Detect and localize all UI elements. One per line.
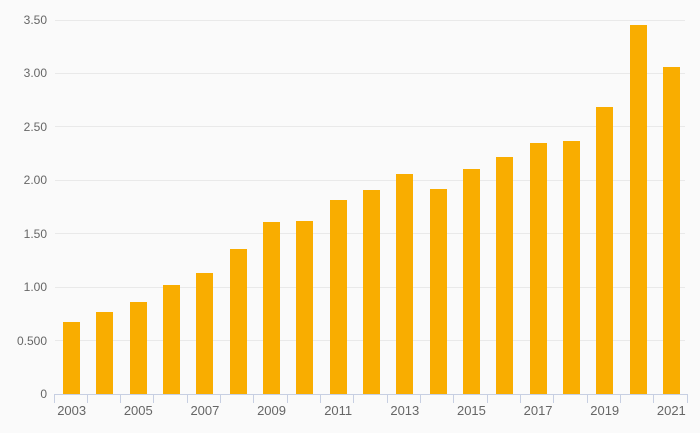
x-axis-tick: [220, 394, 222, 403]
x-axis-tick: [653, 394, 655, 403]
y-gridline: [55, 126, 685, 128]
x-axis-tick-label: 2019: [590, 403, 620, 418]
y-axis-tick-label: 2.00: [23, 173, 47, 188]
bar-2021[interactable]: [662, 67, 680, 394]
x-axis-tick: [253, 394, 255, 403]
x-axis-tick: [120, 394, 122, 403]
y-axis-tick-label: 1.50: [23, 226, 47, 241]
bar-2014[interactable]: [429, 188, 447, 394]
x-axis-tick-label: 2013: [390, 403, 420, 418]
bar-2005[interactable]: [129, 302, 147, 394]
x-axis-tick: [320, 394, 322, 403]
x-axis-tick: [419, 394, 421, 403]
x-axis-line: [53, 394, 688, 395]
y-axis-tick-label: 3.00: [23, 66, 47, 81]
bar-2004[interactable]: [96, 311, 114, 394]
x-axis-tick-label: 2005: [123, 403, 153, 418]
x-axis-tick: [619, 394, 621, 403]
bar-2013[interactable]: [396, 173, 414, 394]
bar-2015[interactable]: [462, 168, 480, 394]
y-gridline: [55, 19, 685, 21]
x-axis-tick: [153, 394, 155, 403]
y-gridline: [55, 72, 685, 74]
x-axis-tick-label: 2003: [57, 403, 87, 418]
y-axis-tick-label: 2.50: [23, 119, 47, 134]
y-axis-tick-label: 3.50: [23, 13, 47, 27]
bar-2008[interactable]: [229, 248, 247, 394]
x-axis-tick-label: 2015: [456, 403, 486, 418]
bar-2009[interactable]: [263, 221, 281, 394]
y-axis-tick-label: 1.00: [23, 280, 47, 295]
x-axis-tick: [386, 394, 388, 403]
x-axis-tick-label: 2007: [190, 403, 220, 418]
x-axis-tick: [519, 394, 521, 403]
bar-2016[interactable]: [496, 156, 514, 394]
x-axis-tick: [486, 394, 488, 403]
x-axis-tick: [286, 394, 288, 403]
x-axis-tick: [186, 394, 188, 403]
bar-2019[interactable]: [596, 106, 614, 394]
bar-2020[interactable]: [629, 25, 647, 394]
x-axis-tick: [353, 394, 355, 403]
bar-2017[interactable]: [529, 142, 547, 394]
x-axis-tick: [586, 394, 588, 403]
x-axis-tick: [453, 394, 455, 403]
y-axis-tick-label: 0: [40, 387, 47, 401]
x-axis-tick: [686, 394, 688, 403]
bar-2006[interactable]: [163, 285, 181, 394]
bar-2007[interactable]: [196, 273, 214, 394]
bar-2011[interactable]: [329, 199, 347, 394]
x-axis-tick-label: 2021: [656, 403, 686, 418]
bar-2003[interactable]: [63, 322, 81, 394]
x-axis-tick-label: 2009: [257, 403, 286, 418]
x-axis-tick-label: 2011: [324, 403, 353, 418]
y-gridline: [55, 179, 685, 181]
bar-2012[interactable]: [363, 189, 380, 394]
x-axis-tick: [86, 394, 88, 403]
x-axis-tick-label: 2017: [523, 403, 553, 418]
x-axis-tick: [553, 394, 555, 403]
x-axis-tick: [53, 394, 55, 403]
y-axis-tick-label: 0.500: [16, 333, 47, 348]
bar-2018[interactable]: [562, 140, 580, 394]
bar-2010[interactable]: [296, 220, 314, 394]
